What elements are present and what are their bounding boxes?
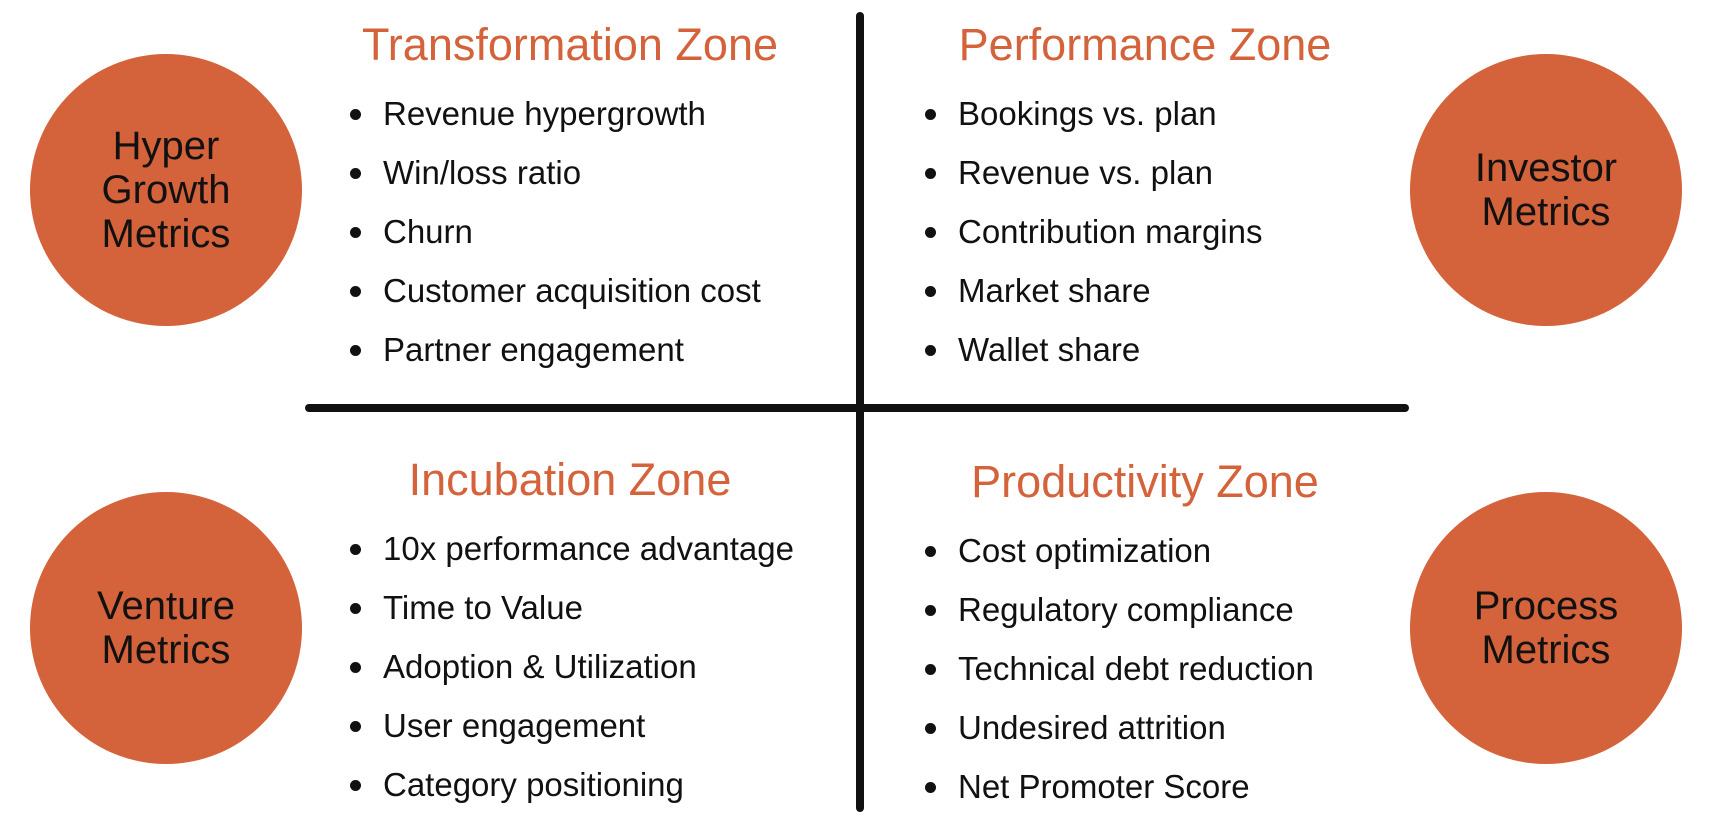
list-item: Cost optimization bbox=[925, 521, 1405, 580]
list-item-text: Revenue vs. plan bbox=[958, 154, 1213, 191]
circle-label: Investor Metrics bbox=[1475, 146, 1617, 234]
circle-label-line: Metrics bbox=[1481, 628, 1611, 672]
list-item-text: Churn bbox=[383, 213, 473, 250]
zone-list: Cost optimization Regulatory compliance … bbox=[885, 521, 1405, 816]
list-item-text: Net Promoter Score bbox=[958, 768, 1250, 805]
list-item: Contribution margins bbox=[925, 202, 1405, 261]
list-item: Net Promoter Score bbox=[925, 757, 1405, 816]
bullet-icon bbox=[350, 780, 361, 791]
zone-title: Incubation Zone bbox=[408, 454, 732, 505]
list-item: Adoption & Utilization bbox=[350, 637, 830, 696]
zone-list: Bookings vs. plan Revenue vs. plan Contr… bbox=[885, 84, 1405, 379]
list-item-text: Partner engagement bbox=[383, 331, 684, 368]
bullet-icon bbox=[925, 723, 936, 734]
list-item-text: Category positioning bbox=[383, 766, 684, 803]
list-item: Customer acquisition cost bbox=[350, 261, 830, 320]
venture-metrics-circle: Venture Metrics bbox=[30, 492, 302, 764]
productivity-zone: Productivity Zone Cost optimization Regu… bbox=[885, 455, 1405, 816]
zone-list: 10x performance advantage Time to Value … bbox=[310, 519, 830, 814]
bullet-icon bbox=[350, 544, 361, 555]
list-item: Technical debt reduction bbox=[925, 639, 1405, 698]
circle-label: Process Metrics bbox=[1474, 584, 1619, 672]
list-item: Regulatory compliance bbox=[925, 580, 1405, 639]
bullet-icon bbox=[350, 721, 361, 732]
list-item-text: Technical debt reduction bbox=[958, 650, 1314, 687]
list-item-text: Revenue hypergrowth bbox=[383, 95, 706, 132]
bullet-icon bbox=[925, 168, 936, 179]
list-item: Churn bbox=[350, 202, 830, 261]
list-item-text: Market share bbox=[958, 272, 1151, 309]
list-item-text: Regulatory compliance bbox=[958, 591, 1294, 628]
bullet-icon bbox=[925, 227, 936, 238]
vertical-divider bbox=[856, 12, 864, 812]
bullet-icon bbox=[350, 227, 361, 238]
bullet-icon bbox=[925, 345, 936, 356]
bullet-icon bbox=[350, 603, 361, 614]
list-item-text: Wallet share bbox=[958, 331, 1141, 368]
circle-label-line: Metrics bbox=[1481, 190, 1611, 234]
process-metrics-circle: Process Metrics bbox=[1410, 492, 1682, 764]
zone-title: Performance Zone bbox=[958, 19, 1332, 70]
list-item-text: Bookings vs. plan bbox=[958, 95, 1217, 132]
incubation-zone: Incubation Zone 10x performance advantag… bbox=[310, 453, 830, 814]
list-item: Win/loss ratio bbox=[350, 143, 830, 202]
zone-title: Productivity Zone bbox=[971, 456, 1319, 507]
list-item: Category positioning bbox=[350, 755, 830, 814]
bullet-icon bbox=[350, 168, 361, 179]
circle-label-line: Process bbox=[1473, 584, 1619, 628]
list-item-text: User engagement bbox=[383, 707, 646, 744]
list-item-text: Contribution margins bbox=[958, 213, 1263, 250]
list-item-text: Customer acquisition cost bbox=[383, 272, 761, 309]
performance-zone: Performance Zone Bookings vs. plan Reven… bbox=[885, 18, 1405, 379]
list-item: Revenue vs. plan bbox=[925, 143, 1405, 202]
bullet-icon bbox=[350, 286, 361, 297]
circle-label-line: Metrics bbox=[101, 212, 231, 256]
bullet-icon bbox=[925, 546, 936, 557]
circle-label-line: Investor bbox=[1474, 146, 1618, 190]
horizontal-divider bbox=[305, 404, 1409, 412]
circle-label: Venture Metrics bbox=[97, 584, 235, 672]
list-item-text: Undesired attrition bbox=[958, 709, 1226, 746]
bullet-icon bbox=[350, 662, 361, 673]
circle-label-line: Growth bbox=[101, 168, 231, 212]
list-item-text: Win/loss ratio bbox=[383, 154, 582, 191]
circle-label-line: Venture bbox=[97, 584, 235, 628]
bullet-icon bbox=[350, 345, 361, 356]
bullet-icon bbox=[925, 605, 936, 616]
investor-metrics-circle: Investor Metrics bbox=[1410, 54, 1682, 326]
list-item: Undesired attrition bbox=[925, 698, 1405, 757]
list-item-text: 10x performance advantage bbox=[383, 530, 794, 567]
list-item: Partner engagement bbox=[350, 320, 830, 379]
list-item: Revenue hypergrowth bbox=[350, 84, 830, 143]
list-item: User engagement bbox=[350, 696, 830, 755]
list-item: Bookings vs. plan bbox=[925, 84, 1405, 143]
hyper-growth-metrics-circle: Hyper Growth Metrics bbox=[30, 54, 302, 326]
transformation-zone: Transformation Zone Revenue hypergrowth … bbox=[310, 18, 830, 379]
bullet-icon bbox=[925, 664, 936, 675]
circle-label-line: Hyper bbox=[112, 124, 220, 168]
bullet-icon bbox=[350, 109, 361, 120]
list-item-text: Cost optimization bbox=[958, 532, 1212, 569]
zone-title: Transformation Zone bbox=[361, 19, 778, 70]
circle-label-line: Metrics bbox=[101, 628, 231, 672]
bullet-icon bbox=[925, 286, 936, 297]
list-item: 10x performance advantage bbox=[350, 519, 830, 578]
bullet-icon bbox=[925, 782, 936, 793]
zone-list: Revenue hypergrowth Win/loss ratio Churn… bbox=[310, 84, 830, 379]
circle-label: Hyper Growth Metrics bbox=[102, 124, 231, 256]
bullet-icon bbox=[925, 109, 936, 120]
list-item-text: Time to Value bbox=[383, 589, 583, 626]
list-item: Market share bbox=[925, 261, 1405, 320]
list-item: Wallet share bbox=[925, 320, 1405, 379]
list-item: Time to Value bbox=[350, 578, 830, 637]
list-item-text: Adoption & Utilization bbox=[383, 648, 697, 685]
